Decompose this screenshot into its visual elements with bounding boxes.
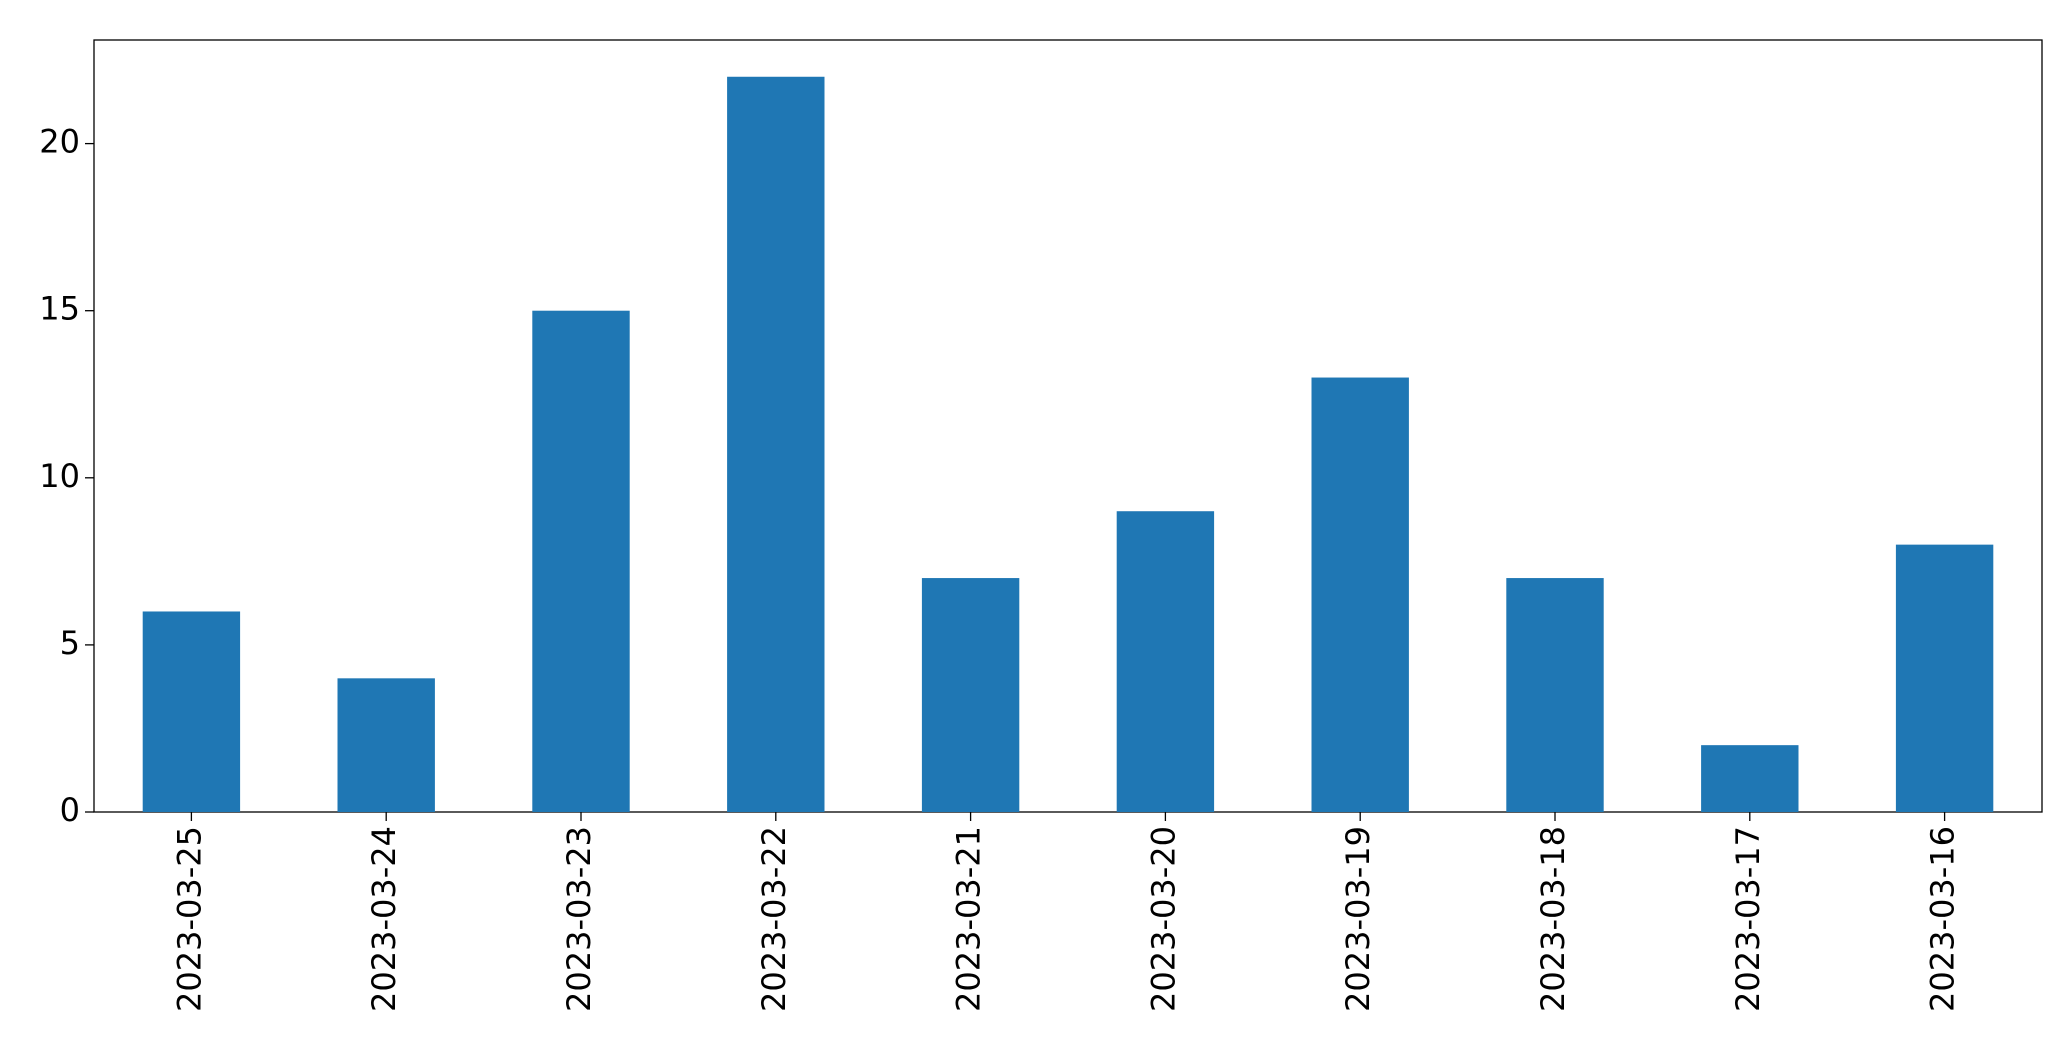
x-tick-label: 2023-03-22 xyxy=(755,826,793,1012)
x-tick-label: 2023-03-25 xyxy=(170,826,208,1012)
x-tick-label: 2023-03-24 xyxy=(365,826,403,1012)
y-tick-label: 5 xyxy=(60,624,80,662)
bar xyxy=(1701,745,1799,812)
x-tick-label: 2023-03-20 xyxy=(1144,826,1182,1012)
x-tick-label: 2023-03-18 xyxy=(1534,826,1572,1012)
x-tick-label: 2023-03-21 xyxy=(950,826,988,1012)
bar xyxy=(1116,511,1215,812)
y-tick-label: 10 xyxy=(39,457,80,495)
y-tick-label: 0 xyxy=(60,791,80,829)
bar xyxy=(921,578,1020,812)
bar xyxy=(532,310,630,812)
plot-frame xyxy=(93,39,2043,813)
y-tick-label: 20 xyxy=(39,123,80,161)
bar xyxy=(727,76,825,812)
y-tick-label: 15 xyxy=(39,290,80,328)
bar xyxy=(337,678,435,812)
bar xyxy=(1311,377,1409,812)
bar xyxy=(1895,544,1994,812)
x-tick-label: 2023-03-16 xyxy=(1924,826,1962,1012)
bar xyxy=(142,611,241,812)
x-tick-label: 2023-03-17 xyxy=(1729,826,1767,1012)
x-tick-label: 2023-03-23 xyxy=(560,826,598,1012)
bar xyxy=(1506,578,1604,812)
x-tick-label: 2023-03-19 xyxy=(1339,826,1377,1012)
